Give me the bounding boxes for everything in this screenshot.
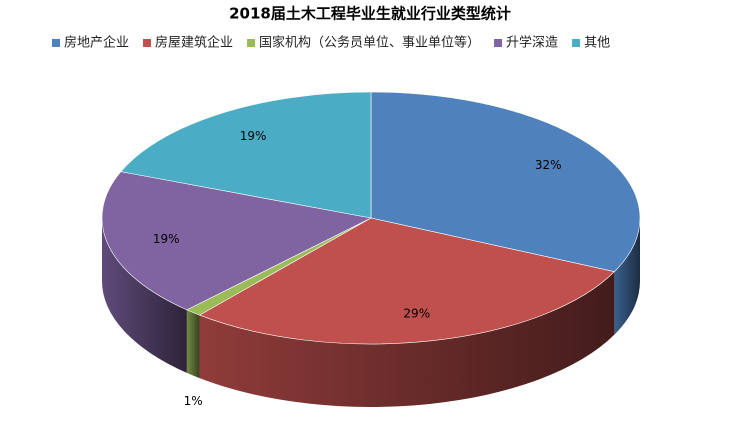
slice-side [186, 309, 200, 379]
legend-label: 房地产企业 [64, 35, 129, 51]
legend-label: 国家机构（公务员单位、事业单位等） [259, 35, 480, 51]
data-label: 19% [153, 232, 180, 246]
legend-label: 房屋建筑企业 [155, 35, 233, 51]
legend-swatch [494, 39, 503, 47]
chart-title: 2018届土木工程毕业生就业行业类型统计 [229, 5, 511, 23]
slice-side [614, 218, 640, 335]
slice [120, 91, 372, 219]
data-label: 29% [403, 306, 430, 320]
slice-side [199, 271, 615, 407]
slice [198, 217, 615, 345]
slice [370, 91, 641, 272]
legend-label: 升学深造 [506, 35, 558, 51]
legend-swatch [572, 39, 581, 47]
data-label: 32% [535, 158, 562, 172]
slice-side [102, 218, 187, 373]
legend-label: 其他 [584, 36, 610, 51]
slice [101, 171, 372, 311]
legend-swatch [143, 39, 152, 47]
data-label: 19% [240, 129, 267, 143]
data-label: 1% [184, 394, 203, 408]
legend-swatch [247, 39, 256, 47]
legend-swatch [52, 39, 60, 47]
